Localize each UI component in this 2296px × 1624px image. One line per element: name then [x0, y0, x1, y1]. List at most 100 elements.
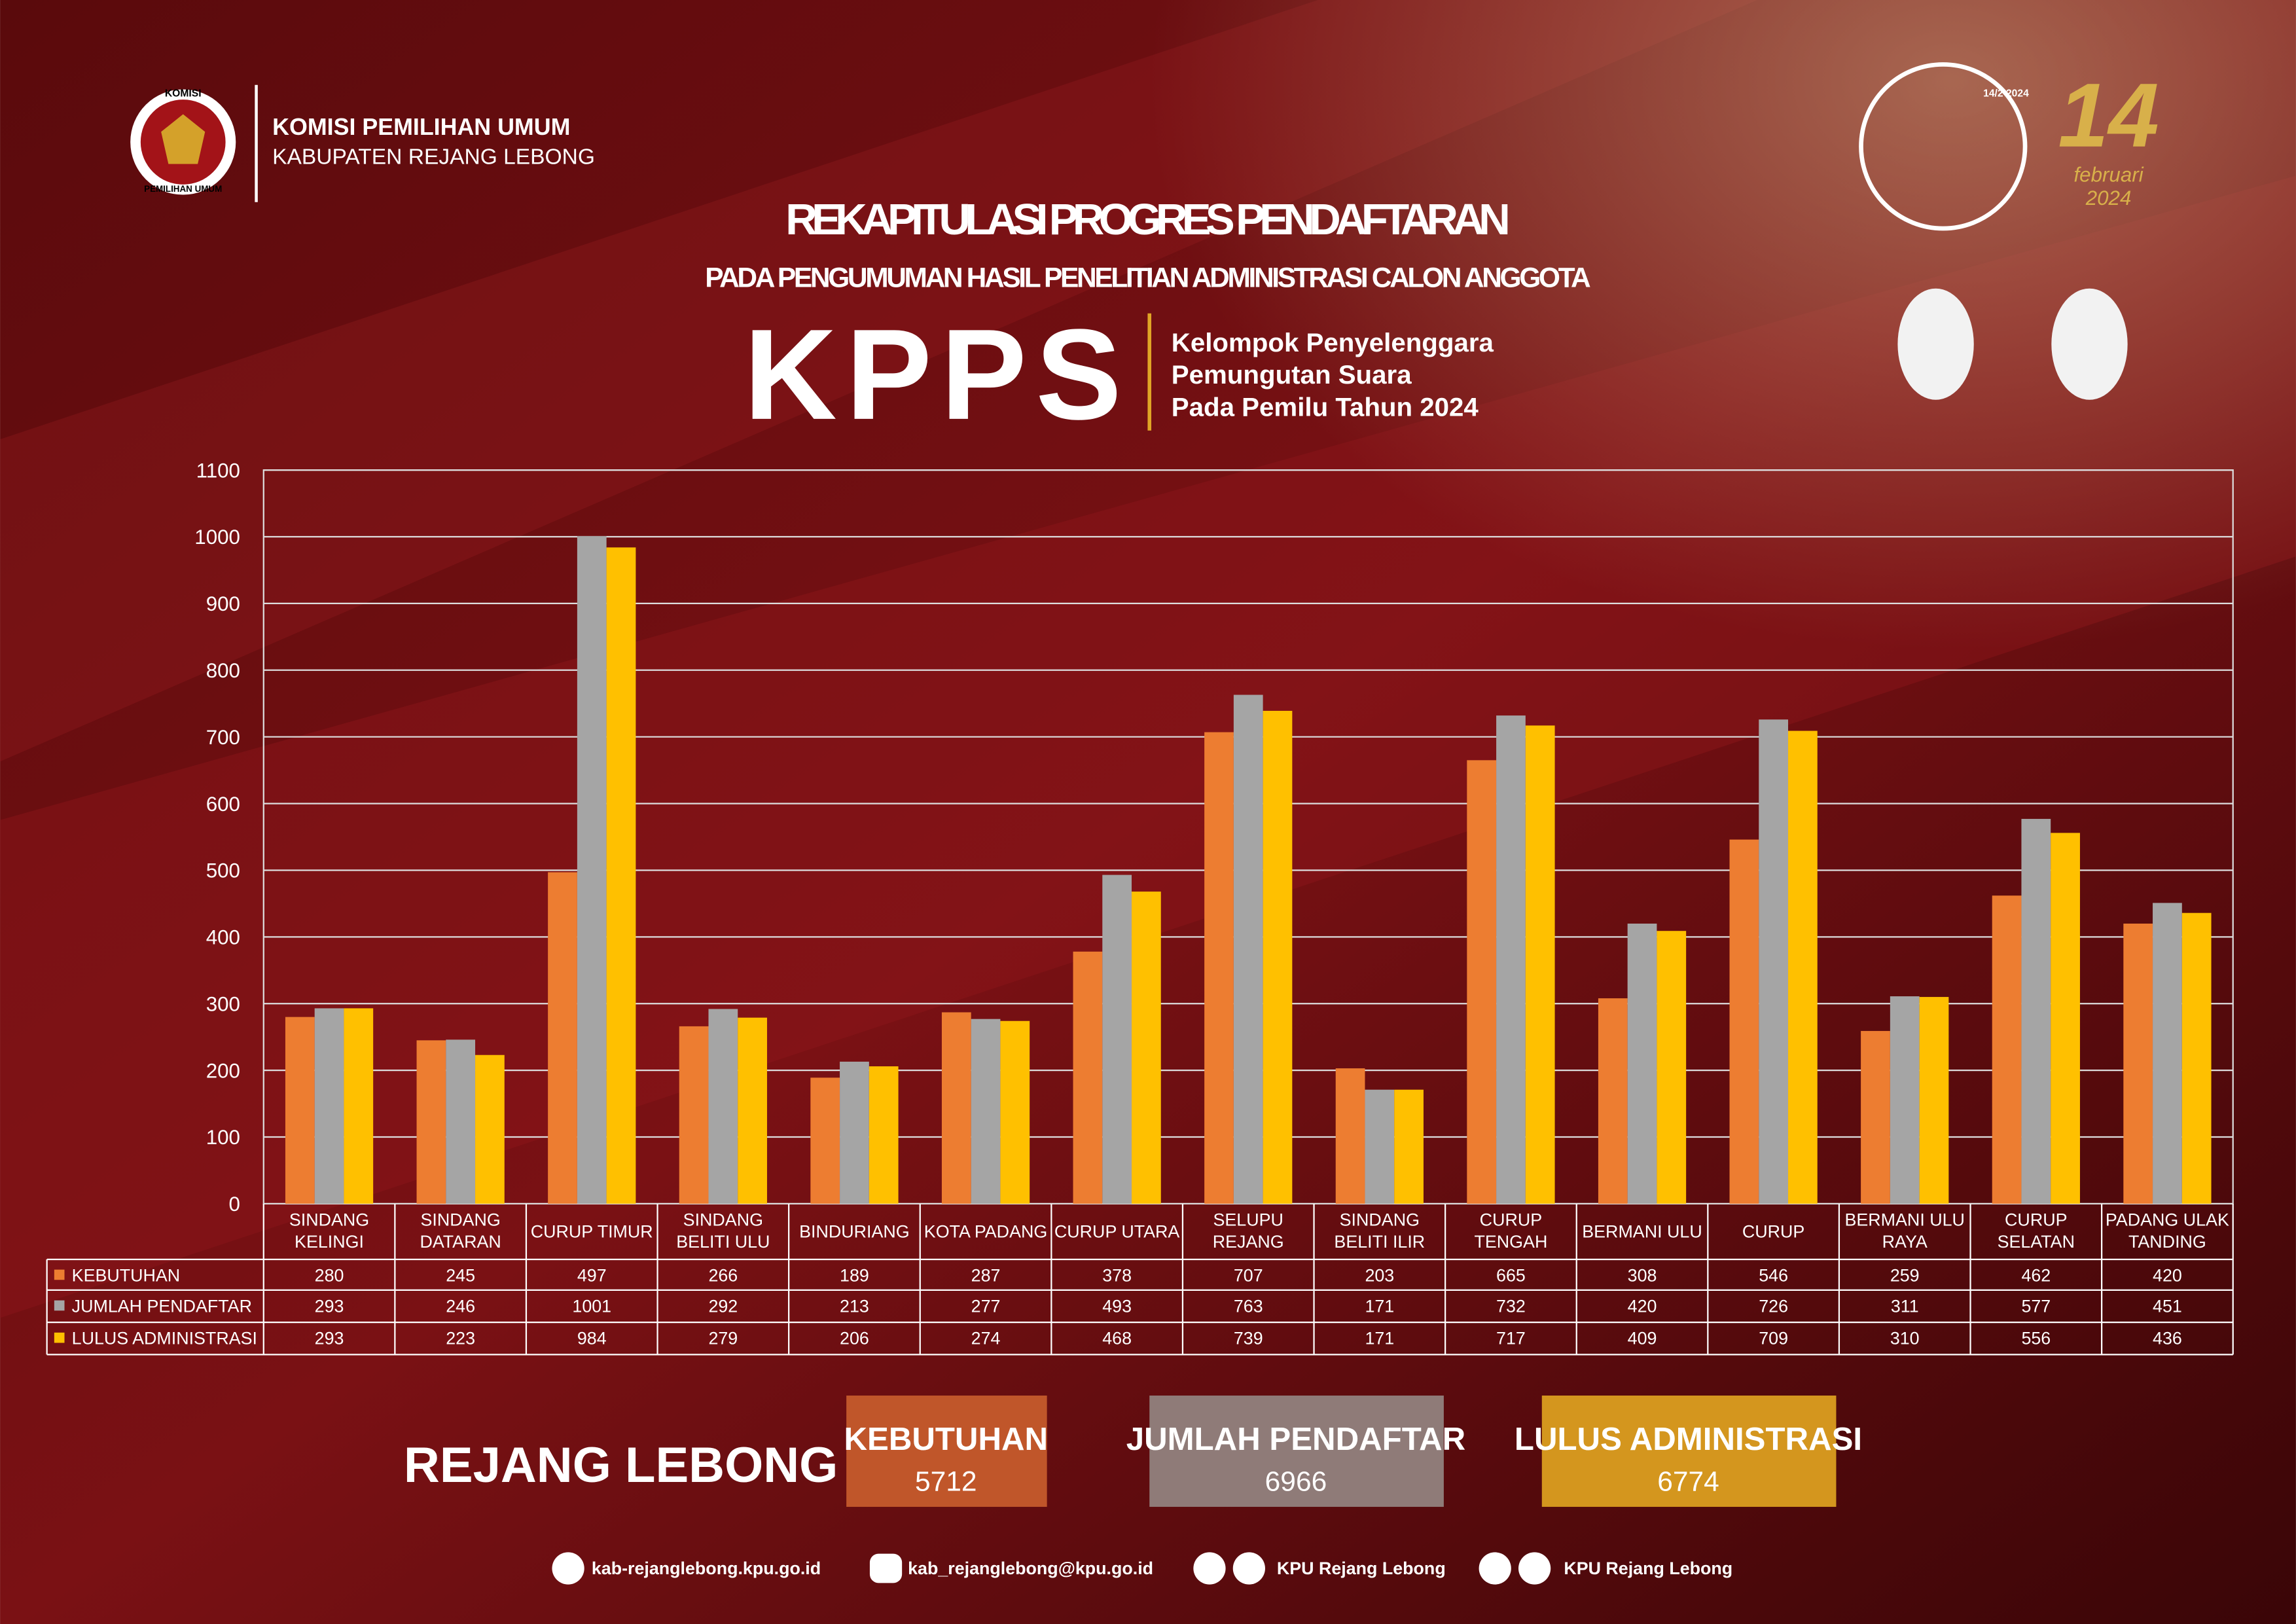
table-value: 308: [1628, 1266, 1657, 1286]
x-tick-label: CURUP TIMUR: [530, 1220, 653, 1241]
title: REKAPITULASI PROGRES PENDAFTARAN: [785, 195, 1510, 244]
table-value: 709: [1759, 1329, 1788, 1348]
icon-x: [1518, 1552, 1551, 1585]
legend-label: LULUS ADMINISTRASI: [72, 1329, 257, 1348]
y-tick-label: 600: [206, 793, 240, 816]
y-tick-label: 400: [206, 926, 240, 949]
bar: [1073, 951, 1103, 1204]
table-value: 293: [315, 1329, 344, 1348]
table-value: 277: [971, 1296, 1001, 1316]
x-tick-label: PADANG ULAK TANDING: [2105, 1209, 2229, 1252]
y-tick-label: 1100: [196, 459, 240, 482]
bar: [1102, 875, 1132, 1204]
legend-key: [54, 1300, 65, 1311]
y-tick-label: 500: [206, 859, 240, 882]
org-name: KOMISI PEMILIHAN UMUM: [272, 114, 570, 140]
subtitle: PADA PENGUMUMAN HASIL PENELITIAN ADMINIS…: [705, 262, 1590, 293]
table-value: 665: [1496, 1266, 1526, 1286]
x-tick-label: CURUP TENGAH: [1474, 1209, 1548, 1252]
summary-label: KEBUTUHAN: [844, 1421, 1048, 1457]
icon-instagram: [1479, 1552, 1511, 1585]
mascot: [2051, 288, 2128, 400]
summary-box: [1541, 1396, 1837, 1507]
summary-label: JUMLAH PENDAFTAR: [1126, 1421, 1465, 1457]
x-tick-label-box: BERMANI ULU: [1582, 1221, 1702, 1241]
summary-box: [1149, 1396, 1444, 1507]
bar: [2181, 912, 2212, 1204]
x-tick-label-box: BERMANI ULU RAYA: [1844, 1210, 1964, 1252]
bar: [869, 1066, 899, 1204]
x-tick-label: SELUPU REJANG: [1212, 1209, 1284, 1252]
table-value: 266: [708, 1266, 738, 1286]
x-tick-label-box: KOTA PADANG: [924, 1221, 1047, 1241]
bar: [2123, 923, 2153, 1204]
x-tick-label-box: SINDANG KELINGI: [289, 1209, 370, 1252]
table-value: 763: [1234, 1296, 1263, 1316]
legend-label: KEBUTUHAN: [72, 1266, 180, 1286]
table-value: 451: [2153, 1296, 2182, 1316]
bar: [1657, 931, 1687, 1204]
icon-mail: [869, 1553, 903, 1583]
bar: [1496, 715, 1526, 1204]
bar: [475, 1055, 505, 1204]
table-value: 311: [1891, 1296, 1919, 1316]
table-value: 245: [446, 1266, 475, 1286]
footer-web: kab-rejanglebong.kpu.go.id: [592, 1559, 821, 1578]
table-value: 1001: [572, 1296, 611, 1316]
badge: [1859, 62, 2028, 231]
x-tick-label-box: SINDANG DATARAN: [420, 1209, 501, 1252]
bar: [416, 1040, 446, 1204]
table-value: 739: [1234, 1329, 1263, 1348]
table-value: 707: [1234, 1266, 1263, 1286]
table-value: 556: [2021, 1329, 2051, 1348]
bar: [1263, 710, 1293, 1204]
badge-year: 2024: [2085, 187, 2132, 209]
table-value: 246: [446, 1296, 475, 1316]
bar: [285, 1017, 315, 1204]
legend-key: [54, 1332, 65, 1343]
bar: [2021, 819, 2051, 1204]
summary-region: REJANG LEBONG: [404, 1437, 838, 1493]
bar: [1598, 998, 1628, 1204]
bar: [971, 1019, 1001, 1204]
y-tick-label: 800: [206, 659, 240, 682]
y-tick-label: 0: [229, 1193, 240, 1216]
badge-day: 14: [2058, 65, 2159, 166]
mascot: [1897, 288, 1974, 400]
table-value: 420: [2153, 1266, 2182, 1286]
table-value: 409: [1628, 1329, 1657, 1348]
y-tick-label: 300: [206, 992, 240, 1015]
summary-total: 6966: [1265, 1466, 1327, 1497]
chart: 0 100 200 300 400 500 600 700 800 900 1000 1100 SIND…: [46, 459, 2234, 1356]
bar: [708, 1009, 738, 1204]
legend-label: JUMLAH PENDAFTAR: [72, 1296, 252, 1316]
footer-mail: kab_rejanglebong@kpu.go.id: [908, 1559, 1153, 1578]
bar: [1000, 1020, 1030, 1204]
table-value: 378: [1102, 1266, 1132, 1286]
x-tick-label: SINDANG DATARAN: [420, 1209, 501, 1252]
bar: [344, 1008, 374, 1204]
logo-text: PEMILIHAN UMUM: [144, 184, 222, 194]
table-value: 497: [577, 1266, 607, 1286]
table-value: 546: [1759, 1266, 1788, 1286]
bar: [1394, 1089, 1424, 1204]
bar: [679, 1026, 709, 1204]
table-value: 493: [1102, 1296, 1132, 1316]
x-tick-label: CURUP: [1742, 1220, 1805, 1241]
y-tick-label: 900: [206, 592, 240, 615]
bar: [548, 872, 577, 1204]
x-tick-label-box: CURUP TENGAH: [1474, 1209, 1548, 1252]
table-value: 717: [1496, 1329, 1526, 1348]
icon-facebook: [1193, 1552, 1226, 1585]
bar: [1627, 923, 1657, 1204]
bar: [1467, 760, 1497, 1204]
bar: [1729, 839, 1759, 1204]
table-value: 310: [1890, 1329, 1920, 1348]
x-tick-label: SINDANG KELINGI: [289, 1209, 370, 1252]
summary-label: LULUS ADMINISTRASI: [1515, 1421, 1862, 1457]
bar: [1890, 996, 1920, 1204]
x-tick-label: CURUP UTARA: [1054, 1220, 1180, 1241]
badge-month: februari: [2073, 163, 2144, 186]
bar: [1759, 719, 1789, 1204]
